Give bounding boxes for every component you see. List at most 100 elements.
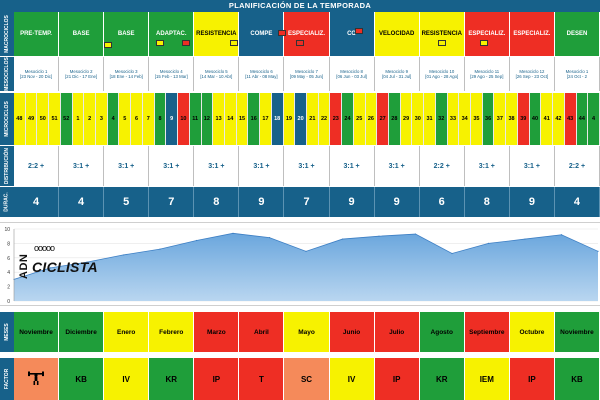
microciclo-cell[interactable]: 38 [506,93,518,145]
mes-cell[interactable]: Octubre [509,312,555,352]
microciclo-cell[interactable]: 48 [14,93,26,145]
microciclo-cell[interactable]: 36 [482,93,495,145]
microciclo-cell[interactable]: 7 [142,93,155,145]
microciclo-cell[interactable]: 6 [131,93,143,145]
factor-cell[interactable]: IP [194,358,240,400]
mes-cell[interactable]: Noviembre [554,312,600,352]
factor-cell[interactable]: KR [419,358,465,400]
microciclo-cell[interactable]: 19 [283,93,296,145]
microciclo-cell[interactable]: 49 [25,93,38,145]
microciclo-cell[interactable]: 34 [459,93,472,145]
microciclo-cell[interactable]: 29 [400,93,413,145]
microciclo-cell[interactable]: 51 [49,93,61,145]
mes-cell[interactable]: Febrero [149,312,195,352]
mes-cell[interactable]: Julio [374,312,420,352]
microciclo-cell[interactable]: 15 [236,93,249,145]
mes-cell[interactable]: Abril [239,312,285,352]
microciclo-cell[interactable]: 50 [37,93,50,145]
microciclo-cell[interactable]: 31 [424,93,436,145]
factor-cell[interactable]: IP [509,358,555,400]
factor-cell[interactable]: KB [59,358,105,400]
mesociclo-cell[interactable]: Mesociclo 2 [21 Dic - 17 Ene] [59,57,105,91]
microciclo-cell[interactable]: 42 [553,93,565,145]
microciclo-cell[interactable]: 27 [377,93,389,145]
macrociclo-cell[interactable]: DESEN [554,12,600,56]
macrociclo-cell[interactable]: BASE [59,12,105,56]
microciclo-cell[interactable]: 2 [84,93,97,145]
mesociclo-cell[interactable]: Mesociclo 9 [04 Jul - 31 Jul] [374,57,420,91]
macrociclo-cell[interactable]: VELOCIDAD [374,12,420,56]
macrociclo-cell[interactable]: CO [329,12,375,56]
microciclo-cell[interactable]: 17 [260,93,272,145]
mesociclo-cell[interactable]: Mesociclo 11 [29 Ago - 25 Sep] [464,57,510,91]
microciclo-cell[interactable]: 32 [435,93,448,145]
microciclo-cell[interactable]: 26 [365,93,378,145]
mesociclo-cell[interactable]: Mesociclo 6 [11 Abr - 08 May] [239,57,285,91]
microciclo-cell[interactable]: 14 [224,93,237,145]
microciclo-cell[interactable]: 20 [295,93,307,145]
macrociclo-cell[interactable]: RESISTENCIA [194,12,240,56]
microciclo-cell[interactable]: 23 [330,93,343,145]
microciclo-cell[interactable]: 4 [107,93,120,145]
factor-cell[interactable]: IV [329,358,375,400]
microciclo-cell[interactable]: 37 [494,93,507,145]
factor-cell[interactable]: IP [374,358,420,400]
microciclo-cell[interactable]: 24 [342,93,354,145]
microciclo-cell[interactable]: 5 [119,93,132,145]
mes-cell[interactable]: Marzo [194,312,240,352]
mesociclo-cell[interactable]: Mesociclo 12 [26 Sep - 23 Oct] [509,57,555,91]
microciclo-cell[interactable]: 18 [271,93,284,145]
macrociclo-cell[interactable]: RESISTENCIA [419,12,465,56]
factor-cell[interactable]: KR [149,358,195,400]
microciclo-cell[interactable]: 30 [412,93,425,145]
factor-cell[interactable]: T [239,358,285,400]
mesociclo-cell[interactable]: Mesociclo 5 [14 Mar - 10 Abr] [194,57,240,91]
microciclo-cell[interactable]: 43 [564,93,577,145]
macrociclo-cell[interactable]: ADAPTAC. [149,12,195,56]
mesociclo-cell[interactable]: Mesociclo 1 [23 Nov - 20 Dic] [14,57,60,91]
microciclo-cell[interactable]: 25 [353,93,366,145]
microciclo-cell[interactable]: 12 [201,93,214,145]
microciclo-cell[interactable]: 35 [471,93,483,145]
mesociclo-cell[interactable]: Mesociclo 3 [18 Ene - 14 Feb] [104,57,150,91]
mes-cell[interactable]: Noviembre [14,312,60,352]
microciclo-cell[interactable]: 44 [576,93,589,145]
microciclo-cell[interactable]: 21 [306,93,319,145]
microciclo-cell[interactable]: 10 [178,93,190,145]
macrociclo-cell[interactable]: ESPECIALIZ. [509,12,555,56]
mes-cell[interactable]: Enero [104,312,150,352]
factor-cell[interactable]: IV [104,358,150,400]
microciclo-cell[interactable]: 28 [389,93,401,145]
mesociclo-cell[interactable]: Mesociclo 1 [24 Oct - 2 [554,57,600,91]
mes-cell[interactable]: Septiembre [464,312,510,352]
mes-cell[interactable]: Mayo [284,312,330,352]
macrociclo-cell[interactable]: ESPECIALIZ. [284,12,330,56]
factor-cell[interactable] [14,358,60,400]
microciclo-cell[interactable]: 3 [96,93,108,145]
microciclo-cell[interactable]: 13 [213,93,225,145]
microciclo-cell[interactable]: 52 [60,93,73,145]
macrociclo-cell[interactable]: ESPECIALIZ. [464,12,510,56]
factor-cell[interactable]: SC [284,358,330,400]
macrociclo-cell[interactable]: BASE [104,12,150,56]
microciclo-cell[interactable]: 16 [248,93,261,145]
mes-cell[interactable]: Agosto [419,312,465,352]
microciclo-cell[interactable]: 9 [166,93,179,145]
macrociclo-cell[interactable]: PRE-TEMP. [14,12,60,56]
mesociclo-cell[interactable]: Mesociclo 10 [01 Ago - 28 Ago] [419,57,465,91]
mes-cell[interactable]: Junio [329,312,375,352]
mesociclo-cell[interactable]: Mesociclo 7 [09 May - 05 Jun] [284,57,330,91]
microciclo-cell[interactable]: 33 [447,93,460,145]
microciclo-cell[interactable]: 39 [517,93,530,145]
microciclo-cell[interactable]: 22 [318,93,331,145]
microciclo-cell[interactable]: 11 [189,93,202,145]
microciclo-cell[interactable]: 40 [529,93,542,145]
microciclo-cell[interactable]: 41 [541,93,554,145]
microciclo-cell[interactable]: 8 [154,93,167,145]
factor-cell[interactable]: KB [554,358,600,400]
microciclo-cell[interactable]: 4 [588,93,600,145]
mesociclo-cell[interactable]: Mesociclo 8 [06 Jun - 03 Jul] [329,57,375,91]
mesociclo-cell[interactable]: Mesociclo 4 [15 Feb - 13 Mar] [149,57,195,91]
factor-cell[interactable]: IEM [464,358,510,400]
mes-cell[interactable]: Diciembre [59,312,105,352]
